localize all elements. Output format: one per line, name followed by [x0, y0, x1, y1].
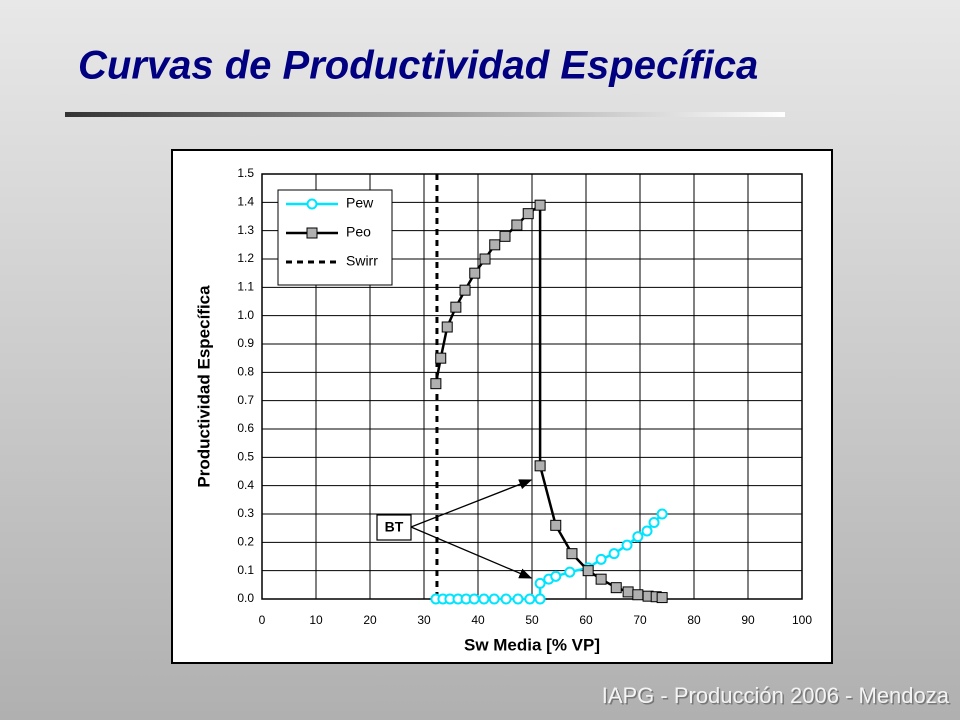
marker — [450, 301, 462, 313]
marker — [534, 577, 546, 589]
marker — [522, 208, 534, 220]
legend-label: Peo — [346, 224, 371, 240]
marker — [656, 592, 668, 604]
y-tick-label: 0.6 — [237, 421, 254, 435]
y-tick-label: 0.5 — [237, 450, 254, 464]
y-tick-label: 0.2 — [237, 535, 254, 549]
y-tick-label: 1.5 — [237, 166, 254, 180]
marker — [610, 582, 622, 594]
marker — [534, 460, 546, 472]
x-tick-label: 90 — [741, 613, 755, 627]
marker — [479, 253, 491, 265]
marker — [595, 573, 607, 585]
marker — [488, 593, 500, 605]
marker — [459, 284, 471, 296]
y-tick-label: 1.0 — [237, 308, 254, 322]
title-rule — [65, 112, 785, 117]
y-tick-label: 0.7 — [237, 393, 254, 407]
legend-label: Pew — [346, 195, 374, 211]
marker — [641, 525, 653, 537]
marker — [468, 593, 480, 605]
y-axis-label: Productividad Específica — [194, 285, 213, 488]
annotation-box — [376, 514, 412, 541]
legend — [277, 189, 393, 286]
x-tick-label: 0 — [259, 613, 266, 627]
marker — [648, 517, 660, 528]
marker — [595, 553, 607, 565]
x-tick-label: 60 — [579, 613, 593, 627]
marker — [489, 239, 501, 251]
y-tick-label: 0.0 — [237, 591, 254, 605]
marker — [524, 593, 536, 605]
x-tick-label: 20 — [363, 613, 377, 627]
annotation-arrow — [410, 526, 533, 579]
marker — [500, 593, 512, 605]
marker — [550, 570, 562, 582]
marker — [534, 199, 546, 211]
marker — [512, 593, 524, 605]
y-tick-label: 0.8 — [237, 365, 254, 379]
annotation: BT — [385, 519, 404, 535]
x-tick-label: 100 — [792, 613, 812, 627]
x-tick-label: 40 — [471, 613, 485, 627]
marker — [511, 219, 523, 231]
marker — [608, 548, 620, 560]
slide-title: Curvas de Productividad Específica — [78, 44, 758, 88]
y-tick-label: 1.3 — [237, 223, 254, 237]
marker — [499, 230, 511, 242]
marker — [656, 508, 668, 520]
x-tick-label: 80 — [687, 613, 701, 627]
x-tick-label: 10 — [309, 613, 323, 627]
footer-shadow: IAPG - Producción 2006 - Mendoza — [603, 684, 951, 709]
marker — [621, 539, 633, 551]
y-tick-label: 0.1 — [237, 563, 254, 577]
marker — [632, 589, 644, 601]
marker — [435, 352, 447, 364]
marker — [478, 593, 490, 605]
y-tick-label: 1.4 — [237, 195, 254, 209]
x-tick-label: 30 — [417, 613, 431, 627]
marker — [469, 267, 481, 279]
x-tick-label: 50 — [525, 613, 539, 627]
y-tick-label: 1.1 — [237, 280, 254, 294]
annotation-arrow — [410, 479, 533, 528]
x-axis-label: Sw Media [% VP] — [464, 635, 600, 654]
y-tick-label: 0.9 — [237, 336, 254, 350]
marker — [550, 519, 562, 531]
marker — [430, 378, 442, 390]
footer: IAPG - Producción 2006 - Mendoza — [602, 683, 950, 708]
legend-label: Swirr — [346, 253, 378, 269]
marker — [622, 586, 634, 598]
legend-marker — [306, 227, 318, 239]
y-tick-label: 0.4 — [237, 478, 254, 492]
marker — [566, 548, 578, 560]
y-tick-label: 1.2 — [237, 251, 254, 265]
y-tick-label: 0.3 — [237, 506, 254, 520]
marker — [582, 565, 594, 577]
plot: 0.0 0.1 0.2 0.3 0.4 0.5 0.6 0.7 0.8 0.9 1.0 1.1 1.2 1… — [194, 166, 812, 654]
x-tick-label: 70 — [633, 613, 647, 627]
marker — [441, 321, 453, 333]
legend-marker — [306, 198, 318, 210]
marker — [632, 531, 644, 543]
marker — [564, 566, 576, 578]
marker — [534, 593, 546, 605]
